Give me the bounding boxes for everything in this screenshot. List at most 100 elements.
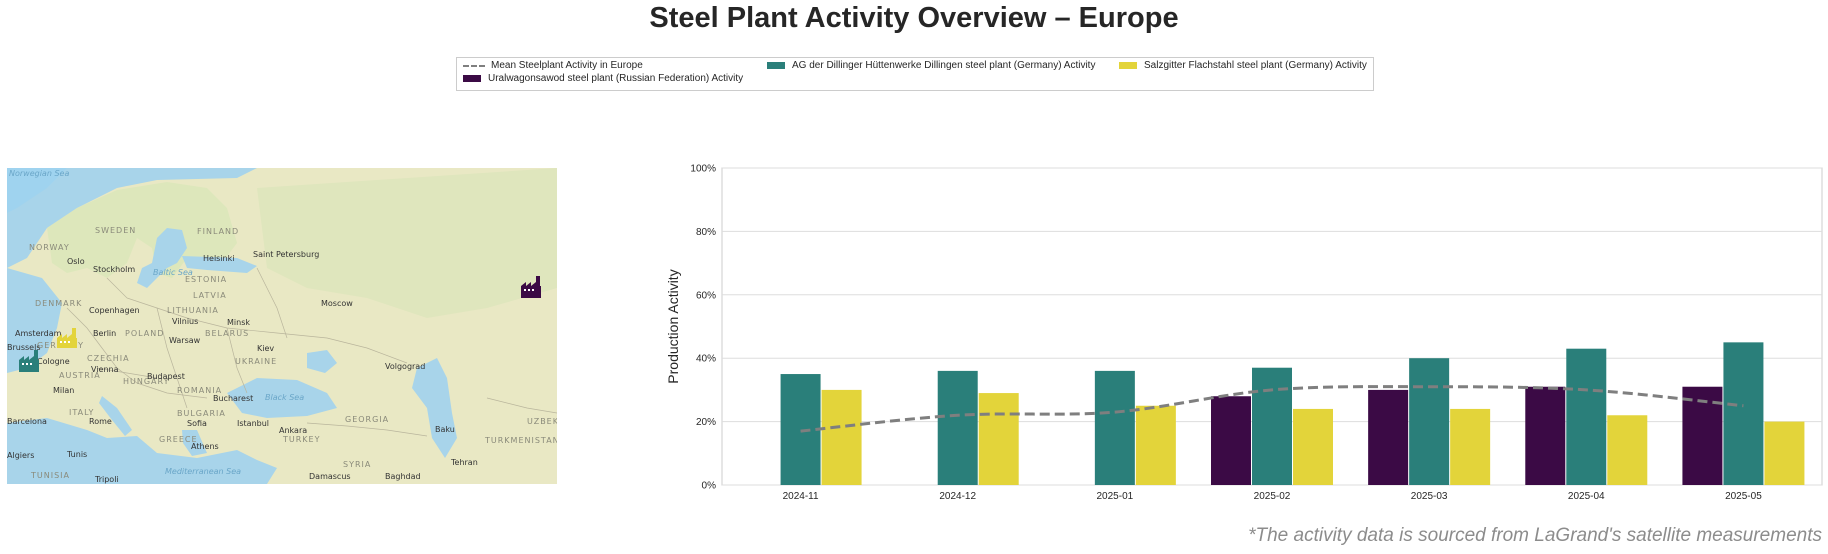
bar-salzgitter xyxy=(1764,421,1805,485)
x-tick-label: 2025-05 xyxy=(1725,491,1762,500)
bar-salzgitter xyxy=(821,389,862,485)
map-gulf-finland xyxy=(182,256,257,273)
bar-salzgitter xyxy=(1607,415,1648,485)
legend-label-salzgitter: Salzgitter Flachstahl steel plant (Germa… xyxy=(1144,60,1367,71)
map-city-tunis: Tunis xyxy=(66,450,87,459)
chart-title: Steel Plant Activity Overview – Europe xyxy=(649,2,1179,34)
bar-ural xyxy=(1211,396,1251,485)
map-label-austria: AUSTRIA xyxy=(59,371,101,380)
map-label-lithuania: LITHUANIA xyxy=(167,306,219,315)
map-label-belarus: BELARUS xyxy=(205,329,249,338)
legend-label-mean: Mean Steelplant Activity in Europe xyxy=(491,60,643,71)
y-tick-label: 60% xyxy=(696,290,716,301)
map-city-budapest: Budapest xyxy=(147,372,185,381)
y-axis-label: Production Activity xyxy=(665,269,681,383)
map-city-algiers: Algiers xyxy=(7,451,34,460)
map-label-uzbek: UZBEK xyxy=(527,417,557,426)
chart-svg: 0% 20% 40% 60% 80% 100% 2024-11 2024-12 2025-01… xyxy=(665,164,1823,502)
map-city-bucharest: Bucharest xyxy=(213,394,253,403)
chart-bars xyxy=(780,342,1805,485)
bar-ural xyxy=(1525,386,1566,485)
chart-x-ticks: 2024-11 2024-12 2025-01 2025-02 2025-03 2025-… xyxy=(783,491,1763,502)
legend-swatch-mean xyxy=(463,64,485,67)
map-city-amsterdam: Amsterdam xyxy=(15,329,62,338)
map-city-vienna: Vienna xyxy=(91,365,119,374)
map-label-bulgaria: BULGARIA xyxy=(177,409,226,418)
x-tick-label: 2024-12 xyxy=(939,491,976,500)
map-city-vilnius: Vilnius xyxy=(172,317,198,326)
x-tick-label: 2025-02 xyxy=(1254,491,1291,500)
map-label-estonia: ESTONIA xyxy=(185,275,227,284)
map-city-berlin: Berlin xyxy=(93,329,116,338)
map-city-warsaw: Warsaw xyxy=(169,336,201,345)
bar-ural xyxy=(1368,389,1409,485)
bar-salzgitter xyxy=(1293,408,1333,485)
map-city-istanbul: Istanbul xyxy=(237,419,269,428)
map-svg: Norwegian Sea Baltic Sea Black Sea Medit… xyxy=(7,168,557,484)
map-city-damascus: Damascus xyxy=(309,472,351,481)
legend-item-dillinger: AG der Dillinger Hüttenwerke Dillingen s… xyxy=(767,60,1095,71)
y-tick-label: 0% xyxy=(702,481,717,492)
map-russia-forest xyxy=(257,168,557,318)
map-city-saint-petersburg: Saint Petersburg xyxy=(253,250,319,259)
map-sea-adriatic xyxy=(99,396,132,436)
map-label-black-sea: Black Sea xyxy=(265,393,304,402)
map-city-stockholm: Stockholm xyxy=(93,265,135,274)
bar-dillinger xyxy=(1723,342,1764,485)
legend-swatch-salzgitter xyxy=(1119,62,1137,69)
bar-dillinger xyxy=(1094,370,1135,485)
map-label-georgia: GEORGIA xyxy=(345,415,389,424)
legend-swatch-dillinger xyxy=(767,62,785,69)
legend-item-salzgitter: Salzgitter Flachstahl steel plant (Germa… xyxy=(1119,60,1367,71)
map-sea-mediterranean xyxy=(7,418,277,484)
map-label-czechia: CZECHIA xyxy=(87,354,130,363)
factory-icon-dillinger xyxy=(19,350,39,372)
map-label-hungary: HUNGARY xyxy=(123,377,169,386)
map-city-tripoli: Tripoli xyxy=(94,475,119,484)
map-city-minsk: Minsk xyxy=(227,318,250,327)
y-tick-label: 40% xyxy=(696,354,716,365)
x-tick-label: 2025-04 xyxy=(1568,491,1605,500)
map-scandinavia xyxy=(47,182,237,278)
bar-salzgitter xyxy=(1450,408,1491,485)
map-label-greece: GREECE xyxy=(159,435,198,444)
map-city-oslo: Oslo xyxy=(67,257,85,266)
map-label-norwegian-sea: Norwegian Sea xyxy=(9,169,69,178)
map-city-helsinki: Helsinki xyxy=(203,254,234,263)
chart-y-ticks: 0% 20% 40% 60% 80% 100% xyxy=(690,164,716,492)
factory-icon-salzgitter xyxy=(57,328,77,348)
map-city-ankara: Ankara xyxy=(279,426,307,435)
map-label-sweden: SWEDEN xyxy=(95,226,136,235)
footnote: *The activity data is sourced from LaGra… xyxy=(1248,525,1822,546)
map-sea-azov xyxy=(307,350,337,373)
bar-salzgitter xyxy=(1135,405,1176,485)
bar-salzgitter xyxy=(978,393,1019,485)
map-label-norway: NORWAY xyxy=(29,243,70,252)
map-city-rome: Rome xyxy=(89,417,112,426)
map-city-baku: Baku xyxy=(435,425,455,434)
map-label-baltic-sea: Baltic Sea xyxy=(153,268,193,277)
map-sea-black xyxy=(227,378,337,418)
legend-item-ural: Uralwagonsawod steel plant (Russian Fede… xyxy=(463,73,743,84)
map-sea-north xyxy=(7,168,257,268)
y-tick-label: 80% xyxy=(696,227,716,238)
bar-dillinger xyxy=(780,374,821,485)
map-city-kiev: Kiev xyxy=(257,344,274,353)
legend-label-ural: Uralwagonsawod steel plant (Russian Fede… xyxy=(488,73,744,84)
map-sea-aegean xyxy=(182,430,207,456)
map-city-moscow: Moscow xyxy=(321,299,353,308)
map-label-finland: FINLAND xyxy=(197,227,239,236)
legend-swatch-ural xyxy=(463,75,481,82)
map-cities: Oslo Stockholm Helsinki Saint Petersburg… xyxy=(7,250,478,484)
bar-dillinger xyxy=(1409,358,1450,485)
map-city-brussels: Brussels xyxy=(7,343,41,352)
map-city-barcelona: Barcelona xyxy=(7,417,47,426)
legend: Mean Steelplant Activity in Europe Uralw… xyxy=(456,57,1374,91)
legend-item-mean: Mean Steelplant Activity in Europe xyxy=(463,60,643,71)
map-sea-norwegian xyxy=(7,168,67,213)
map-label-latvia: LATVIA xyxy=(193,291,227,300)
map-label-syria: SYRIA xyxy=(343,460,371,469)
factory-icon-uralwagonsawod xyxy=(521,276,541,298)
x-tick-label: 2024-11 xyxy=(783,491,819,500)
map-city-copenhagen: Copenhagen xyxy=(89,306,140,315)
